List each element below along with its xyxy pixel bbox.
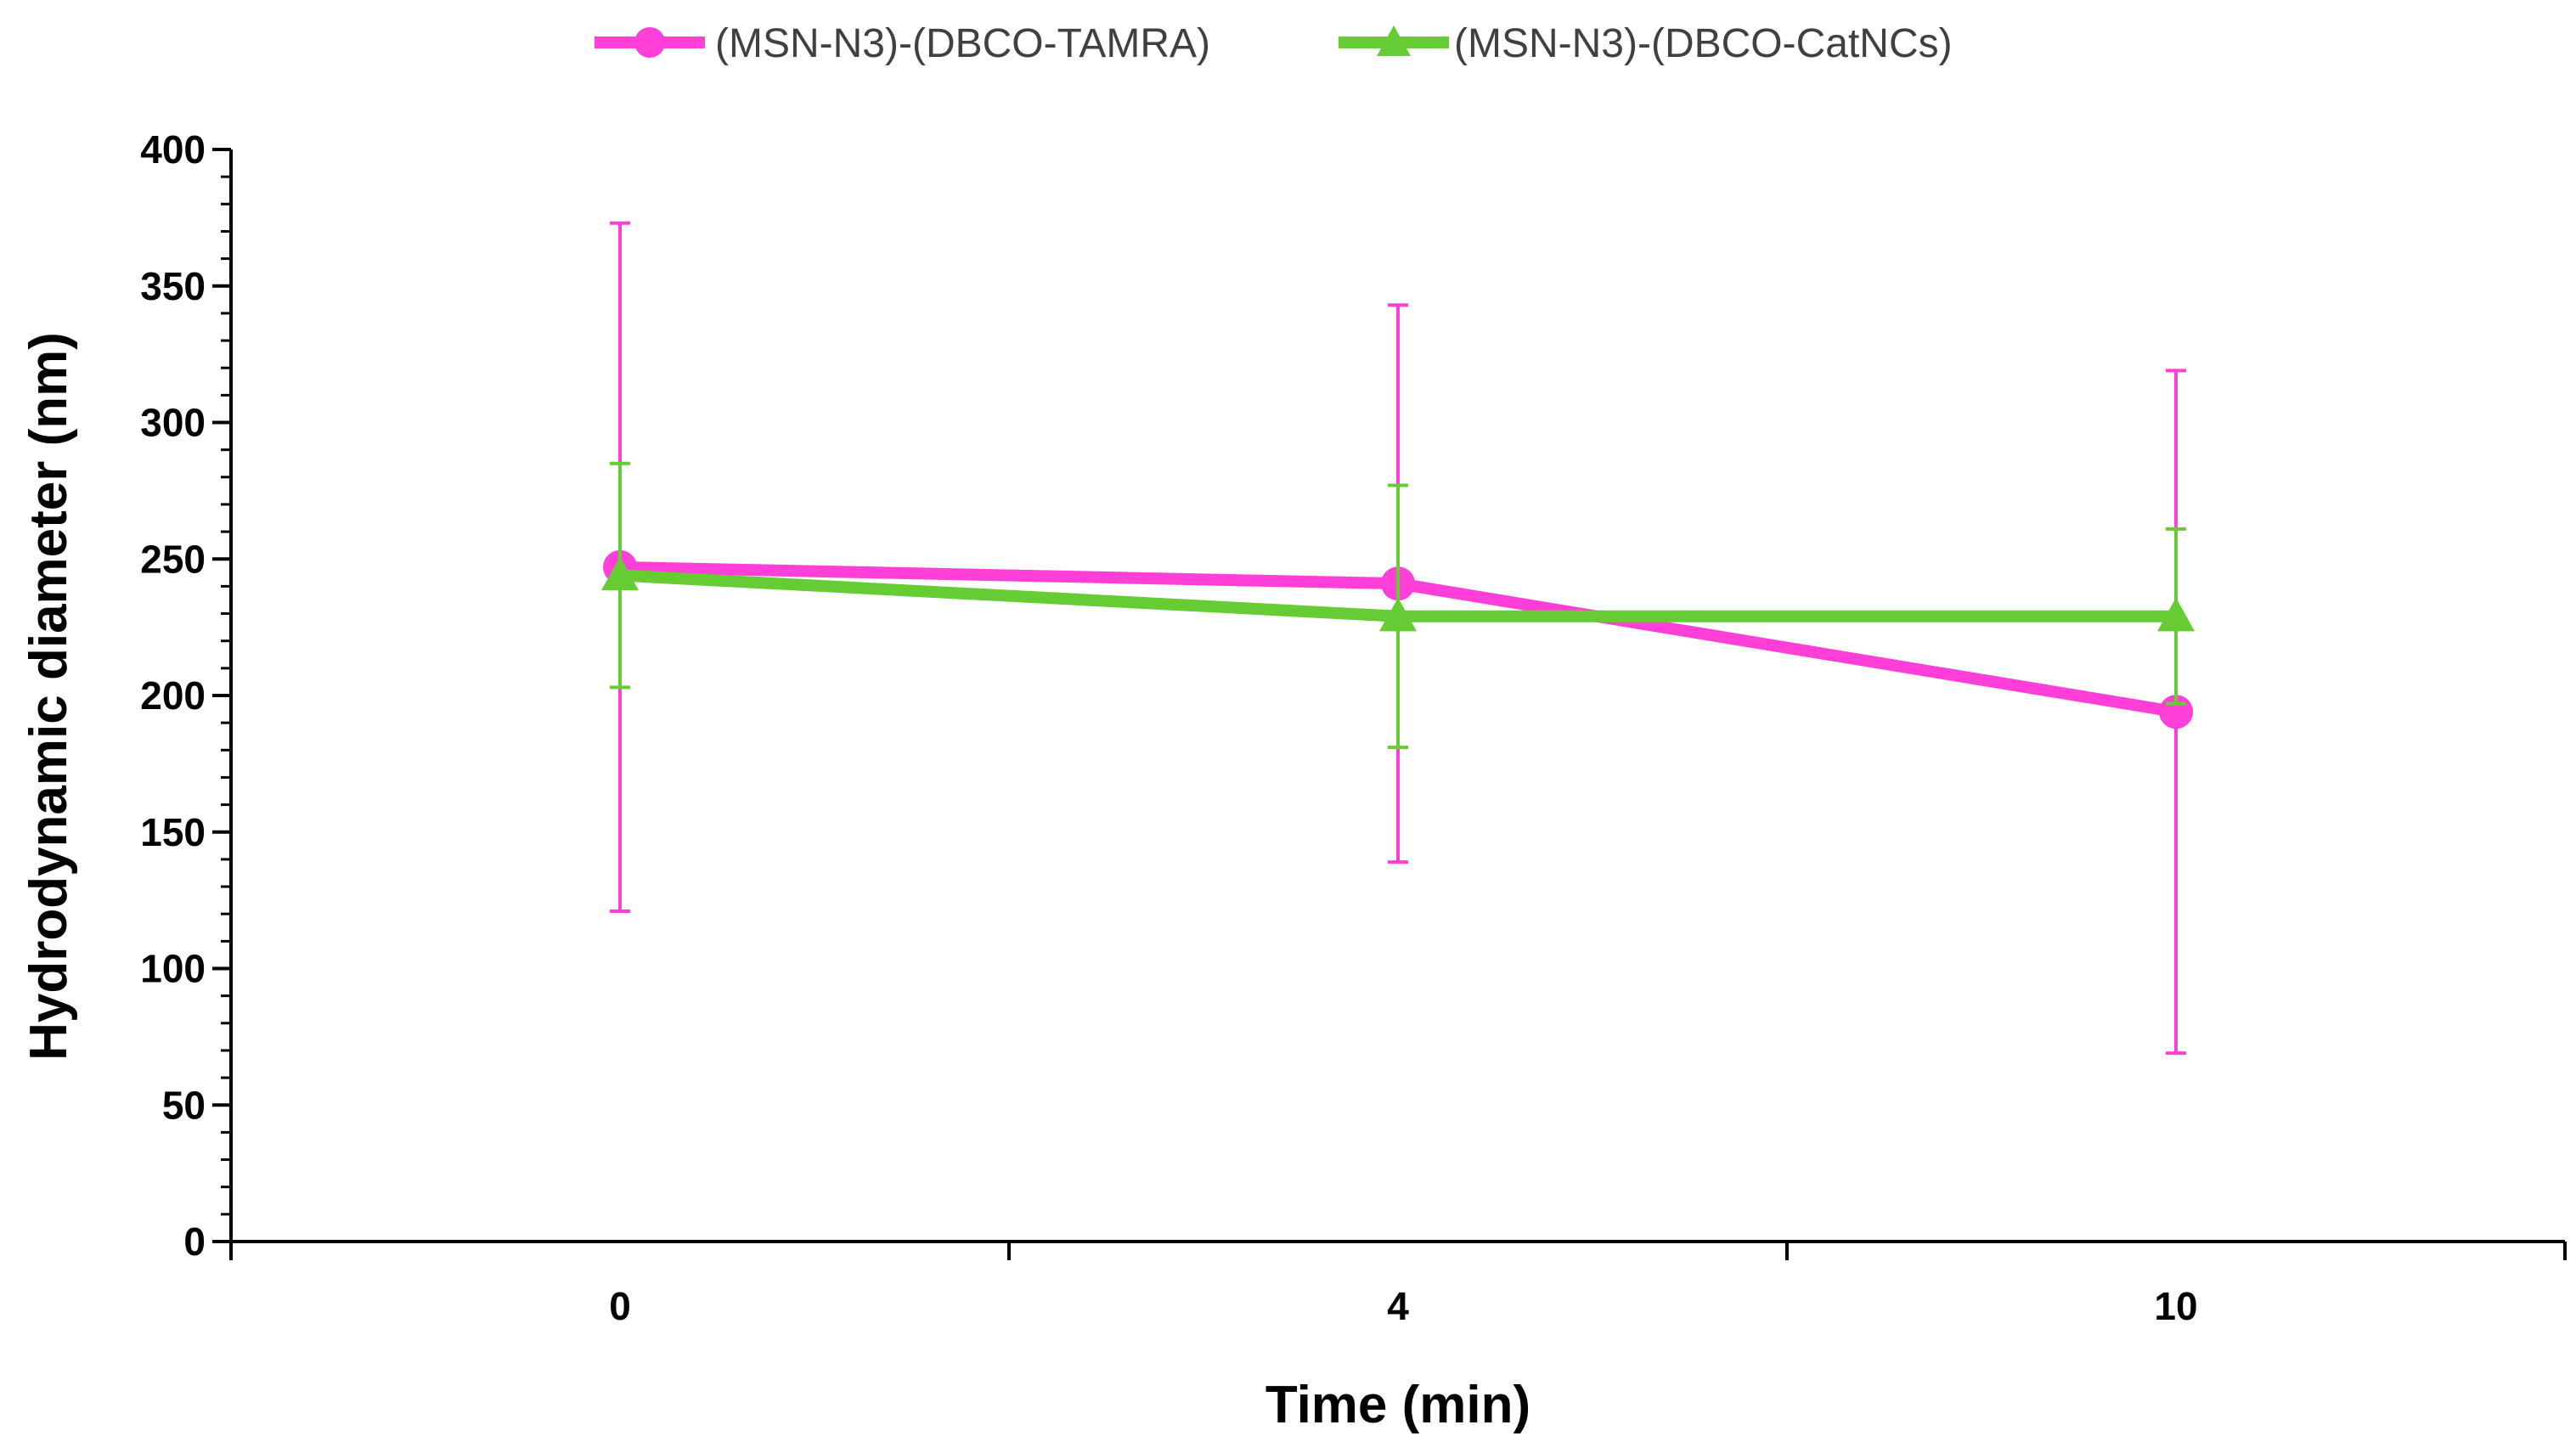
y-axis: 0 50 100 150 200 250 300 350 400: [140, 127, 233, 1264]
y-tick-label: 400: [140, 127, 206, 172]
legend-label-1: (MSN-N3)-(DBCO-TAMRA): [715, 21, 1210, 66]
y-tick-label: 300: [140, 401, 206, 445]
y-tick-label: 100: [140, 947, 206, 991]
data-point: [601, 556, 639, 591]
legend: (MSN-N3)-(DBCO-TAMRA) (MSN-N3)-(DBCO-CatN…: [595, 21, 1953, 66]
y-tick-label: 50: [162, 1083, 206, 1127]
series-2: [601, 461, 2195, 750]
y-axis-title: Hydrodynamic diameter (nm): [20, 332, 78, 1061]
legend-marker-1: [634, 27, 665, 58]
y-tick-label: 250: [140, 537, 206, 581]
data-point: [2157, 597, 2195, 632]
data-point: [1379, 597, 1417, 632]
plot-area: [601, 221, 2195, 1056]
x-tick-label: 4: [1387, 1284, 1409, 1328]
y-tick-label: 150: [140, 810, 206, 854]
y-tick-label: 0: [183, 1219, 206, 1264]
legend-label-2: (MSN-N3)-(DBCO-CatNCs): [1454, 21, 1953, 66]
x-axis: 0 4 10: [229, 1240, 2567, 1328]
x-tick-label: 10: [2154, 1284, 2197, 1328]
x-axis-title: Time (min): [1265, 1376, 1530, 1434]
x-tick-label: 0: [609, 1284, 631, 1328]
y-tick-label: 200: [140, 673, 206, 718]
legend-marker-2: [1377, 25, 1411, 56]
y-tick-label: 350: [140, 264, 206, 308]
